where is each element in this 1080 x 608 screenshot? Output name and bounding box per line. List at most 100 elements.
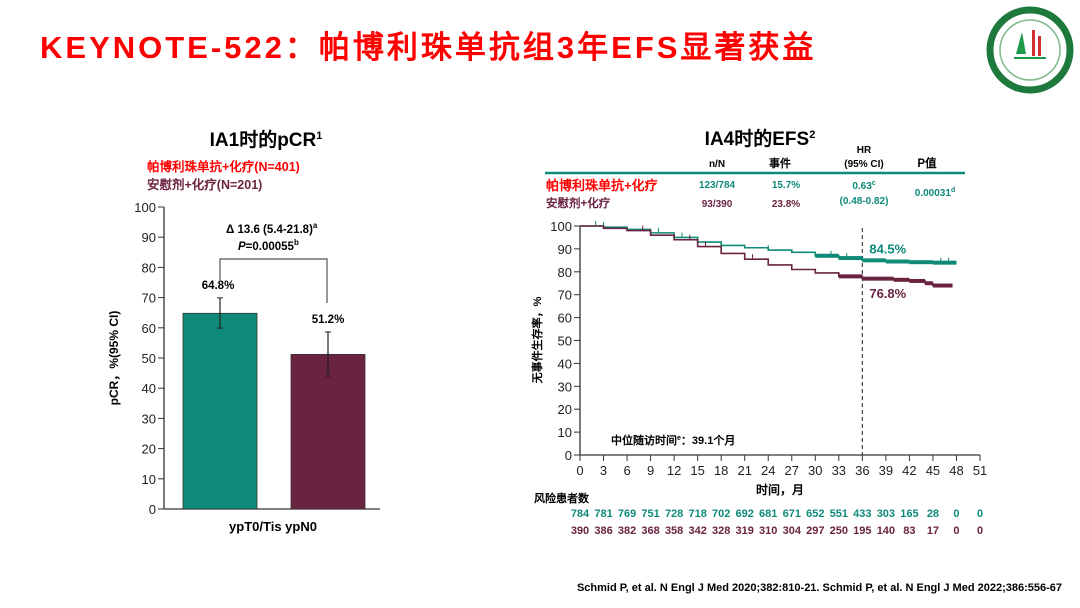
pcr-xlabel: ypT0/Tis ypN0: [229, 519, 317, 534]
at-risk-pembro: 781: [594, 508, 612, 520]
x-tick-label: 9: [647, 463, 654, 478]
x-tick-label: 30: [808, 463, 822, 478]
placebo-events: 23.8%: [772, 199, 800, 210]
col-events: 事件: [769, 156, 791, 170]
bar: [290, 353, 366, 510]
delta-sup: a: [313, 221, 318, 230]
legend-placebo: 安慰剂+化疗(N=201): [147, 177, 262, 192]
median-sup: e: [677, 435, 681, 442]
bar: [182, 312, 258, 510]
at-risk-placebo: 390: [571, 525, 589, 537]
pcr-title-sup: 1: [316, 130, 322, 142]
censor-band: [838, 256, 863, 261]
at-risk-pembro: 165: [900, 508, 918, 520]
at-risk-placebo: 297: [806, 525, 824, 537]
p-text: =0.00055: [246, 241, 295, 253]
censor-band: [893, 277, 910, 282]
x-tick-label: 45: [926, 463, 940, 478]
col-nN: n/N: [709, 159, 725, 170]
at-risk-placebo: 328: [712, 525, 730, 537]
y-tick-label: 0: [149, 502, 156, 517]
pembro-nN: 123/784: [699, 180, 736, 191]
at-risk-placebo: 250: [830, 525, 848, 537]
x-tick-label: 48: [949, 463, 963, 478]
censor-band: [885, 259, 910, 264]
at-risk-pembro: 551: [830, 508, 848, 520]
at-risk-placebo: 304: [783, 525, 802, 537]
y-tick-label: 80: [558, 265, 572, 280]
y-tick-label: 60: [142, 321, 156, 336]
at-risk-placebo: 368: [641, 525, 659, 537]
censor-band: [815, 253, 839, 258]
at-risk-placebo: 319: [736, 525, 754, 537]
at-risk-pembro: 652: [806, 508, 824, 520]
at-risk-placebo: 0: [953, 525, 959, 537]
x-tick-label: 42: [902, 463, 916, 478]
x-tick-label: 51: [973, 463, 987, 478]
efs-title-text: IA4时的EFS: [705, 127, 810, 150]
y-tick-label: 40: [558, 356, 572, 371]
censor-band: [932, 260, 957, 265]
end-label-placebo: 76.8%: [869, 286, 906, 301]
median-value: ：39.1个月: [681, 433, 735, 447]
y-tick-label: 40: [142, 381, 156, 396]
x-tick-label: 3: [600, 463, 607, 478]
at-risk-placebo: 83: [903, 525, 915, 537]
at-risk-pembro: 728: [665, 508, 683, 520]
at-risk-pembro: 692: [736, 508, 754, 520]
p-value-text: 0.00031: [915, 188, 952, 199]
p-annotation: P=0.00055b: [238, 238, 299, 253]
bar-value-label: 64.8%: [202, 280, 235, 292]
at-risk-placebo: 342: [688, 525, 706, 537]
x-tick-label: 36: [855, 463, 869, 478]
at-risk-pembro: 433: [853, 508, 871, 520]
bar-value-label: 51.2%: [312, 314, 345, 326]
y-tick-label: 70: [142, 291, 156, 306]
at-risk-pembro: 0: [953, 508, 959, 520]
median-followup: 中位随访时间e：39.1个月: [611, 433, 735, 447]
x-tick-label: 33: [832, 463, 846, 478]
col-p: P值: [917, 156, 937, 170]
y-tick-label: 90: [142, 230, 156, 245]
at-risk-pembro: 681: [759, 508, 777, 520]
slide-title: KEYNOTE-522：帕博利珠单抗组3年EFS显著获益: [40, 30, 816, 65]
at-risk-pembro: 718: [688, 508, 706, 520]
row-placebo-label: 安慰剂+化疗: [546, 196, 611, 210]
y-tick-label: 60: [558, 311, 572, 326]
pcr-title-text: IA1时的pCR: [210, 128, 317, 151]
efs-ylabel: 无事件生存率，%: [530, 296, 544, 384]
y-tick-label: 0: [565, 448, 572, 463]
y-tick-label: 90: [558, 242, 572, 257]
y-tick-label: 100: [550, 219, 572, 234]
y-tick-label: 100: [134, 200, 156, 215]
at-risk-pembro: 0: [977, 508, 983, 520]
hr-ci: (0.48-0.82): [840, 196, 889, 207]
p-value: 0.00031d: [915, 187, 955, 199]
x-tick-label: 15: [690, 463, 704, 478]
y-tick-label: 50: [142, 351, 156, 366]
pembro-events: 15.7%: [772, 180, 800, 191]
end-label-pembro: 84.5%: [869, 241, 906, 256]
row-pembro-label: 帕博利珠单抗+化疗: [546, 178, 658, 193]
at-risk-pembro: 303: [877, 508, 895, 520]
hr-value: 0.63c: [852, 180, 875, 192]
at-risk-pembro: 671: [783, 508, 801, 520]
footnote: Schmid P, et al. N Engl J Med 2020;382:8…: [577, 582, 1062, 594]
p-sup: b: [294, 238, 299, 247]
x-tick-label: 12: [667, 463, 681, 478]
significance-bracket: [219, 258, 328, 303]
col-hr-ci: (95% CI): [844, 159, 883, 170]
efs-xlabel: 时间，月: [756, 482, 804, 497]
at-risk-placebo: 17: [927, 525, 939, 537]
delta-annotation: Δ 13.6 (5.4-21.8)a: [226, 221, 318, 236]
at-risk-placebo: 195: [853, 525, 871, 537]
at-risk-label: 风险患者数: [534, 491, 590, 505]
at-risk-pembro: 28: [927, 508, 939, 520]
efs-chart: IA4时的EFS2 n/N 事件 HR (95% CI) P值 帕博利珠单抗+化…: [530, 127, 987, 537]
hospital-logo: [986, 6, 1074, 94]
y-tick-label: 20: [142, 442, 156, 457]
x-tick-label: 27: [785, 463, 799, 478]
at-risk-pembro: 784: [571, 508, 590, 520]
efs-title: IA4时的EFS2: [705, 127, 816, 150]
